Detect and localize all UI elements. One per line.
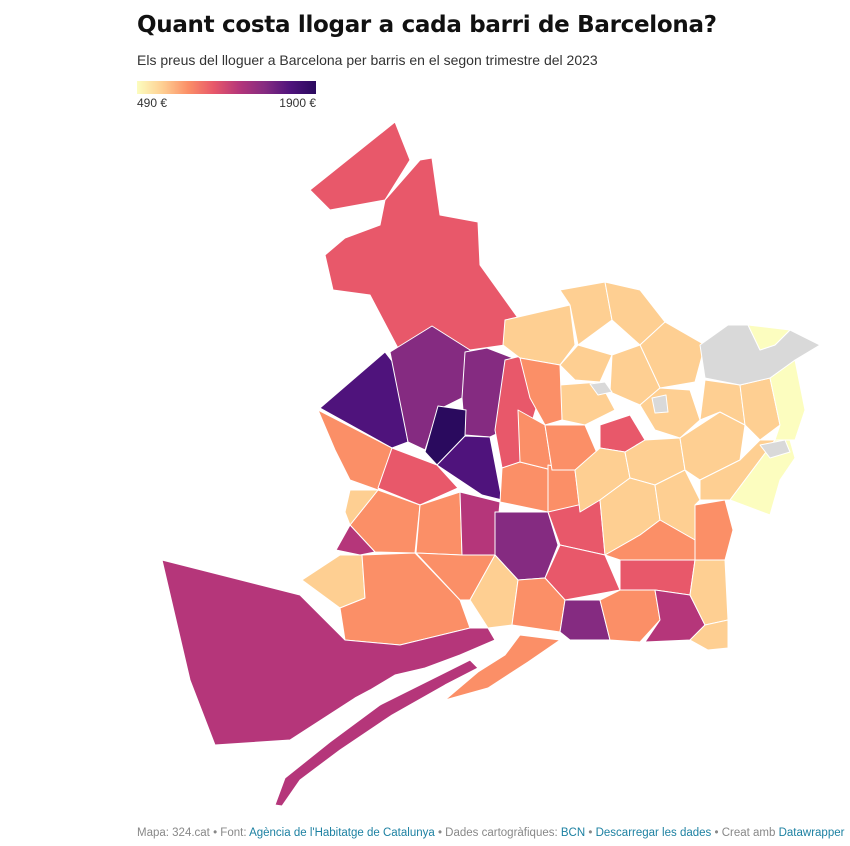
map-region[interactable] <box>699 324 821 386</box>
footer-source-link[interactable]: Agència de l'Habitatge de Catalunya <box>249 827 435 839</box>
map-region[interactable] <box>469 554 519 629</box>
map-region[interactable] <box>377 447 459 506</box>
footer-carto-link[interactable]: BCN <box>560 827 586 839</box>
map-region[interactable] <box>335 524 376 556</box>
map-region[interactable] <box>747 324 791 351</box>
footer-separator: • <box>585 827 596 839</box>
chart-title: Quant costa llogar a cada barri de Barce… <box>137 12 717 38</box>
map-region[interactable] <box>639 321 706 389</box>
footer-map-credit: Mapa: 324.cat <box>137 827 210 839</box>
chart-subtitle: Els preus del lloguer a Barcelona per ba… <box>137 52 598 68</box>
map-region[interactable] <box>389 325 471 451</box>
footer-separator: • Dades cartogràfiques: <box>434 827 561 839</box>
map-region[interactable] <box>519 357 563 426</box>
map-region[interactable] <box>619 559 696 596</box>
legend-max-label: 1900 € <box>279 96 316 110</box>
map-region[interactable] <box>161 559 496 746</box>
map-region[interactable] <box>651 394 669 414</box>
footer: Mapa: 324.cat • Font: Agència de l'Habit… <box>137 827 844 839</box>
map-region[interactable] <box>589 381 613 396</box>
map-region[interactable] <box>499 461 553 513</box>
legend-min-label: 490 € <box>137 96 168 110</box>
map-region[interactable] <box>459 491 501 556</box>
footer-tool-link[interactable]: Datawrapper <box>778 827 845 839</box>
footer-separator: • Creat amb <box>711 827 779 839</box>
map-region[interactable] <box>689 619 729 651</box>
footer-separator: • Font: <box>209 827 250 839</box>
map-region[interactable] <box>759 439 791 459</box>
color-legend: 490 € 1900 € <box>137 81 316 112</box>
footer-download-link[interactable]: Descarregar les dades <box>595 827 712 839</box>
map-region[interactable] <box>301 554 366 609</box>
map-region[interactable] <box>559 344 613 383</box>
map-region[interactable] <box>309 121 411 211</box>
map-region[interactable] <box>436 435 503 501</box>
map-region[interactable] <box>274 659 479 807</box>
map-region[interactable] <box>604 519 696 561</box>
map-region[interactable] <box>559 599 611 641</box>
map-region[interactable] <box>694 499 734 561</box>
legend-gradient-bar <box>137 81 316 94</box>
map-region[interactable] <box>444 634 561 701</box>
map-region[interactable] <box>317 409 393 491</box>
map-region[interactable] <box>559 281 613 346</box>
